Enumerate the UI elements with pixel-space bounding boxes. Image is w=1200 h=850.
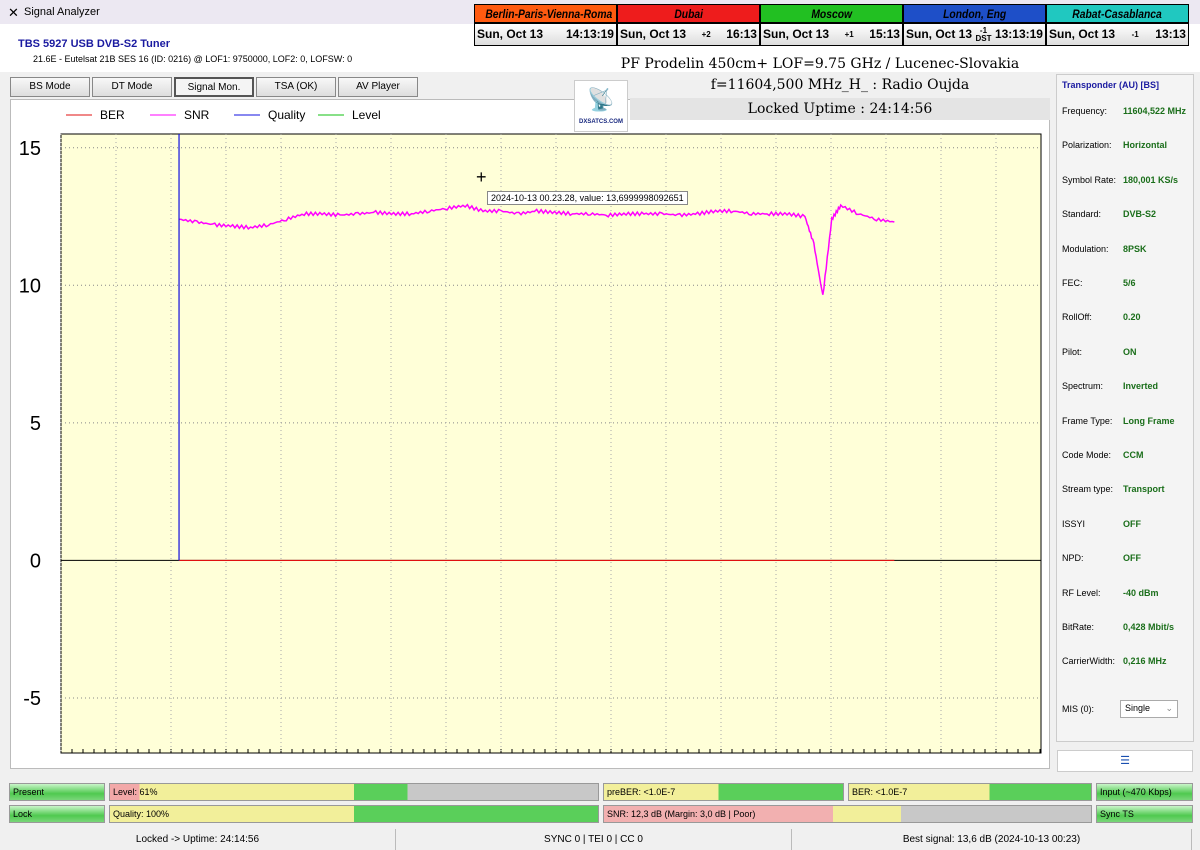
input-indicator: Input (~470 Kbps) [1096,783,1193,801]
window-title: Signal Analyzer [24,6,100,18]
clock-date: Sun, Oct 13 [906,27,973,41]
clock-1: Dubai Sun, Oct 13 +2 16:13 [617,4,760,46]
dxsatcs-logo: 📡 DXSATCS.COM [574,80,628,132]
transponder-row: BitRate: 0,428 Mbit/s [1062,622,1175,632]
transponder-row: Modulation: 8PSK [1062,243,1147,254]
tab-dt-mode[interactable]: DT Mode [92,77,172,97]
clock-date: Sun, Oct 13 [763,27,830,41]
clock-time: 16:13 [726,27,757,41]
transponder-row: NPD: OFF [1062,553,1141,564]
clock-date: Sun, Oct 13 [1049,27,1116,41]
tab-bs-mode[interactable]: BS Mode [10,77,90,97]
transponder-row: Polarization: Horizontal [1062,140,1167,151]
tooltip: 2024-10-13 00.23.28, value: 13,699999809… [487,191,688,205]
quality-bar: Quality: 100% [109,805,599,823]
mis-select[interactable]: Single ⌄ [1120,700,1178,718]
transponder-row: Symbol Rate: 180,001 KS/s [1062,174,1179,185]
clock-city: London, Eng [942,7,1007,21]
y-tick-label: 5 [30,413,41,435]
clock-city: Dubai [674,7,703,21]
transponder-row: CarrierWidth: 0,216 MHz [1062,656,1167,667]
transponder-row: RollOff: 0.20 [1062,312,1141,323]
preber-bar: preBER: <1.0E-7 [603,783,844,801]
sync-indicator: Sync TS [1096,805,1193,823]
clock-4: Rabat-Casablanca Sun, Oct 13 -1 13:13 [1046,4,1189,46]
clock-time: 15:13 [869,27,900,41]
transponder-row: Frequency: 11604,522 MHz [1062,106,1187,116]
snr-bar: SNR: 12,3 dB (Margin: 3,0 dB | Poor) [603,805,1092,823]
transponder-panel: Transponder (AU) [BS] Frequency: 11604,52… [1056,74,1194,742]
clock-offset: +2 [701,29,711,39]
plot-background [60,133,1042,754]
series-snr [178,203,895,295]
crosshair-cursor: + [476,167,487,187]
tab-signal-mon-[interactable]: Signal Mon. [174,77,254,97]
signal-chart: 15 10 5 0 -5 BER SNR Quality Level [19,108,1042,754]
transponder-row: Pilot: ON [1062,346,1137,357]
app-icon: ✕ [8,5,19,20]
ber-bar: BER: <1.0E-7 [848,783,1092,801]
list-icon: ☰ [1120,755,1130,767]
chart-area: 15 10 5 0 -5 BER SNR Quality Level [10,99,1050,769]
clock-time: 13:13 [1155,27,1186,41]
y-tick-label: 15 [19,138,41,160]
clock-time: 14:13:19 [565,27,614,41]
clock-offset: -1 DST [975,25,992,43]
transponder-row: Code Mode: CCM [1062,450,1144,460]
channel-info: f=11604,500 MHz_H_ : Radio Oujda [710,77,970,93]
tuner-name: TBS 5927 USB DVB-S2 Tuner [18,38,171,50]
clock-city: Rabat-Casablanca [1072,7,1163,21]
clock-offset: -1 [1131,29,1139,39]
status-uptime: Locked -> Uptime: 24:14:56 [0,829,396,850]
dish-info: PF Prodelin 450cm+ LOF=9.75 GHz / Lucene… [620,56,1020,72]
legend-label-snr: SNR [184,108,210,122]
clock-offset: +1 [844,29,854,39]
menu-button[interactable]: ☰ [1057,750,1193,772]
tuner-info: 21.6E - Eutelsat 21B SES 16 (ID: 0216) @… [33,54,353,64]
y-tick-label: 10 [19,275,41,297]
legend-label-level: Level [352,108,381,122]
tab-tsa-ok-[interactable]: TSA (OK) [256,77,336,97]
clock-date: Sun, Oct 13 [477,27,544,41]
clock-time: 13:13:19 [994,27,1043,41]
legend-label-quality: Quality [268,108,305,122]
legend-label-ber: BER [100,108,125,122]
mis-row: MIS (0): Single ⌄ [1062,700,1178,722]
clock-2: Moscow Sun, Oct 13 +1 15:13 [760,4,903,46]
clock-date: Sun, Oct 13 [620,27,687,41]
clock-city: Moscow [811,7,852,21]
transponder-row: Spectrum: Inverted [1062,381,1159,392]
status-best-signal: Best signal: 13,6 dB (2024-10-13 00:23) [792,829,1192,850]
clock-3: London, Eng Sun, Oct 13 -1 DST 13:13:19 [903,4,1046,46]
tab-av-player[interactable]: AV Player [338,77,418,97]
level-bar: Level: 61% [109,783,599,801]
transponder-row: Stream type: Transport [1062,484,1165,495]
status-sync: SYNC 0 | TEI 0 | CC 0 [396,829,792,850]
y-tick-label: 0 [30,550,41,572]
logo-text: DXSATCS.COM [579,119,623,125]
clock-city: Berlin-Paris-Vienna-Roma [485,7,613,21]
present-indicator: Present [9,783,105,801]
transponder-row: Frame Type: Long Frame [1062,415,1175,426]
transponder-row: ISSYI OFF [1062,518,1141,529]
transponder-row: Standard: DVB-S2 [1062,209,1157,220]
y-tick-label: -5 [23,688,41,710]
transponder-row: RF Level: -40 dBm [1062,587,1159,598]
locked-uptime: Locked Uptime : 24:14:56 [630,98,1050,120]
lock-indicator: Lock [9,805,105,823]
transponder-title: Transponder (AU) [BS] [1062,80,1160,90]
transponder-row: FEC: 5/6 [1062,278,1136,288]
clock-0: Berlin-Paris-Vienna-Roma Sun, Oct 13 14:13… [474,4,617,46]
